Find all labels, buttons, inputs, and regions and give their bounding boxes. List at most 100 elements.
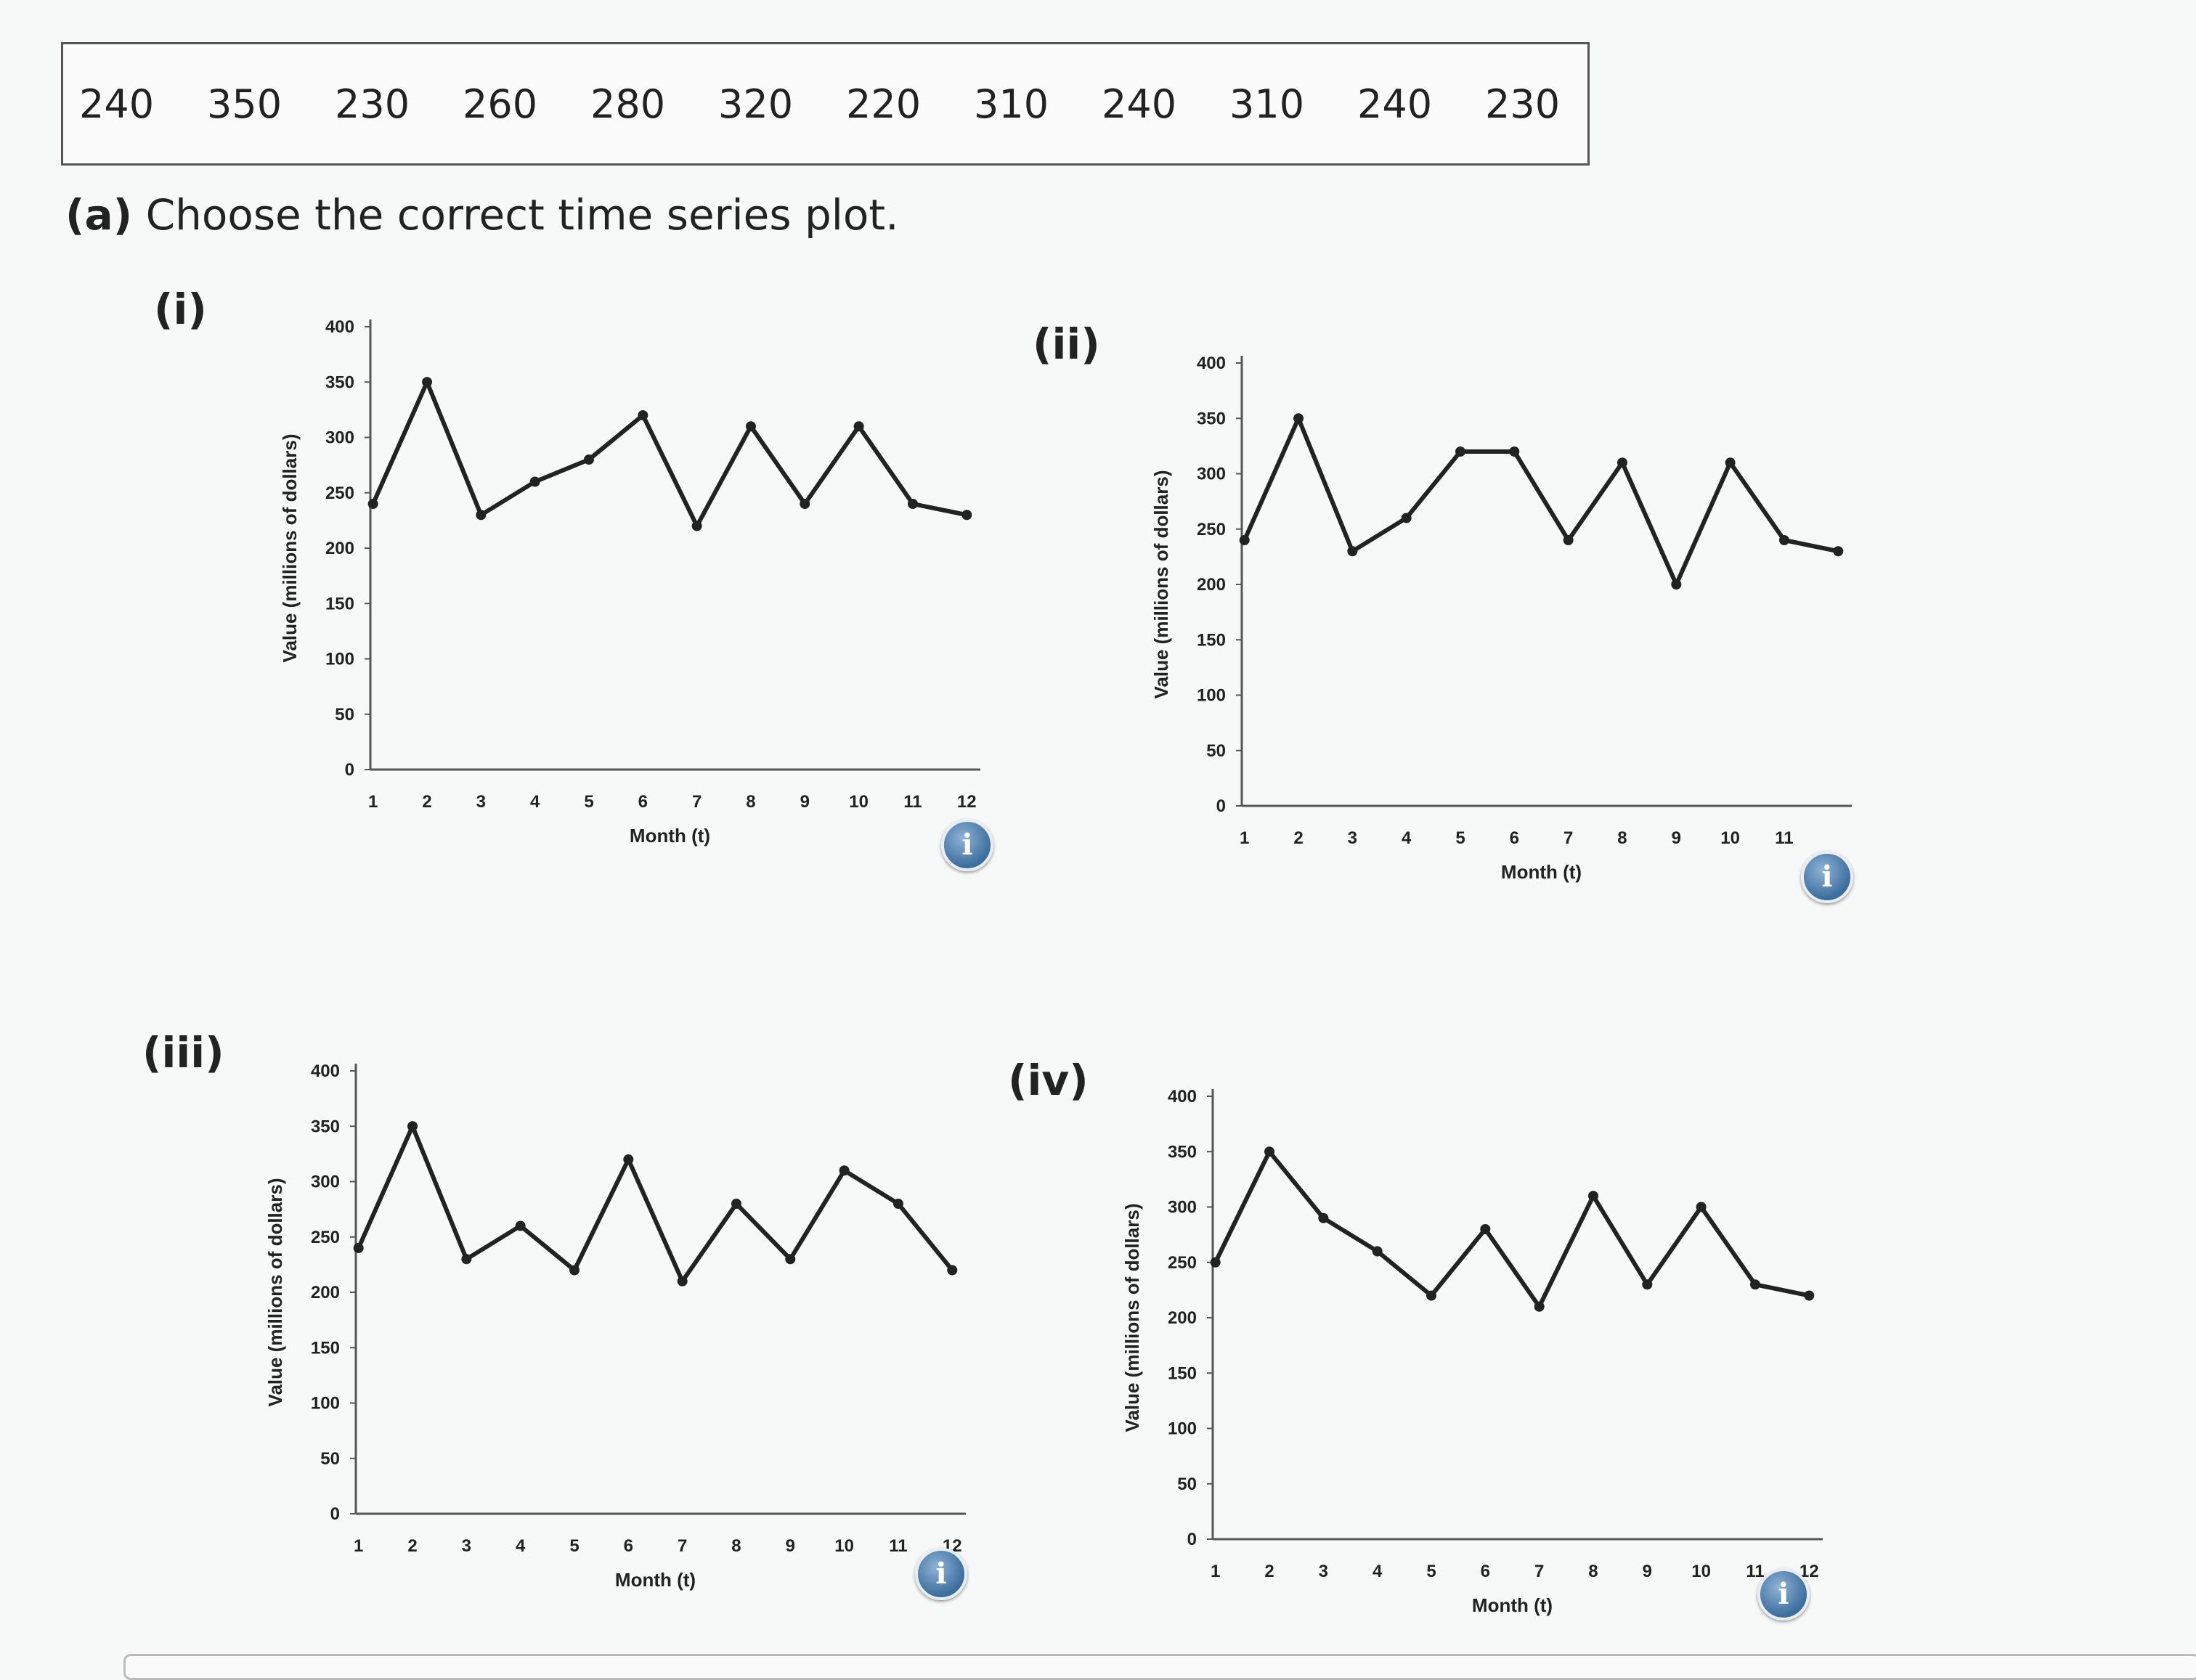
data-value: 350 — [207, 81, 282, 127]
y-tick-label: 50 — [320, 1449, 340, 1469]
chart-option-iii[interactable]: 0 50 100 150 200 250 300 350 400 1 2 3 4 5 6 7 8 9 10 11 12 M… — [247, 1049, 973, 1615]
x-tick-label: 9 — [1643, 1562, 1652, 1581]
x-tick-label: 4 — [530, 792, 540, 812]
series-line — [1213, 1147, 1810, 1311]
data-point — [1293, 413, 1304, 424]
info-icon[interactable]: i — [941, 819, 993, 871]
x-tick-label: 6 — [638, 792, 648, 812]
data-point — [1534, 1301, 1545, 1312]
data-point — [731, 1199, 741, 1209]
y-tick-label: 100 — [1168, 1419, 1197, 1439]
series-line — [356, 1120, 954, 1286]
x-tick-label: 7 — [678, 1536, 687, 1556]
y-tick-label: 0 — [1187, 1530, 1197, 1549]
x-tick-label: 12 — [957, 792, 977, 812]
data-point — [1264, 1146, 1275, 1157]
data-value: 240 — [79, 81, 155, 127]
x-axis-title: Month (t) — [1472, 1594, 1553, 1616]
chart-option-ii[interactable]: 0 50 100 150 200 250 300 350 400 1 2 3 4 5 6 7 8 9 10 11 Mon… — [1133, 341, 1859, 908]
data-point — [529, 476, 540, 487]
y-tick-label: 200 — [325, 539, 354, 558]
question-part: (a) — [65, 190, 133, 240]
x-tick-label: 10 — [849, 792, 869, 812]
x-tick-label: 8 — [1617, 828, 1627, 848]
data-point — [1749, 1279, 1760, 1290]
y-tick-label: 350 — [1168, 1142, 1197, 1162]
y-tick-label: 300 — [1168, 1198, 1197, 1218]
y-tick-label: 400 — [1168, 1087, 1197, 1106]
y-tick-label: 200 — [311, 1283, 340, 1302]
chart-option-iv[interactable]: 0 50 100 150 200 250 300 350 400 1 2 3 4 5 6 7 8 9 10 11 12 M… — [1104, 1075, 1830, 1641]
y-tick-label: 250 — [311, 1228, 340, 1247]
x-tick-label: 8 — [746, 792, 755, 812]
option-label-iii[interactable]: (iii) — [142, 1028, 224, 1077]
data-point — [367, 499, 378, 509]
data-point — [1347, 546, 1358, 557]
data-point — [745, 421, 756, 432]
y-tick-label: 100 — [1197, 686, 1226, 706]
data-point — [1642, 1279, 1653, 1290]
y-tick-label: 50 — [1177, 1475, 1197, 1494]
x-tick-label: 7 — [692, 792, 702, 812]
chart-option-i[interactable]: 0 50 100 150 200 250 300 350 400 1 2 3 4 5 6 7 8 9 10 11 12 M… — [261, 305, 988, 871]
data-point — [947, 1265, 958, 1276]
data-point — [461, 1254, 472, 1265]
y-tick-label: 100 — [325, 650, 354, 669]
y-tick-label: 100 — [311, 1394, 340, 1414]
y-tick-label: 350 — [325, 372, 354, 392]
x-tick-label: 10 — [834, 1536, 854, 1556]
data-value: 260 — [463, 81, 538, 127]
y-tick-label: 250 — [325, 484, 354, 503]
x-tick-label: 1 — [1240, 828, 1249, 848]
option-label-iv[interactable]: (iv) — [1008, 1056, 1089, 1105]
data-value: 320 — [718, 81, 794, 127]
x-tick-label: 9 — [800, 792, 810, 812]
data-point — [800, 499, 810, 509]
x-tick-label: 11 — [1746, 1562, 1764, 1581]
x-tick-label: 11 — [903, 792, 922, 812]
data-point — [407, 1121, 418, 1132]
data-value: 240 — [1102, 81, 1177, 127]
data-point — [1671, 579, 1682, 590]
data-point — [623, 1154, 634, 1165]
y-axis-title: Value (millions of dollars) — [1121, 1204, 1143, 1432]
series-line — [1242, 412, 1839, 590]
info-icon[interactable]: i — [915, 1548, 967, 1600]
y-tick-label: 250 — [1168, 1253, 1197, 1273]
x-tick-label: 7 — [1534, 1562, 1544, 1581]
y-tick-label: 400 — [311, 1061, 340, 1081]
option-label-ii[interactable]: (ii) — [1033, 319, 1100, 369]
option-label-i[interactable]: (i) — [154, 285, 207, 334]
y-tick-label: 50 — [1206, 741, 1226, 761]
x-tick-label: 7 — [1563, 828, 1573, 848]
x-tick-label: 4 — [1402, 828, 1412, 848]
x-tick-label: 6 — [624, 1536, 633, 1556]
question-text: (a) Choose the correct time series plot. — [65, 190, 899, 240]
info-icon[interactable]: i — [1757, 1568, 1810, 1620]
data-point — [1725, 457, 1736, 468]
data-point — [1833, 546, 1844, 557]
x-axis-title: Month (t) — [630, 825, 710, 847]
x-tick-label: 1 — [368, 792, 378, 812]
question-prompt: Choose the correct time series plot. — [145, 190, 899, 240]
y-tick-label: 300 — [1197, 465, 1226, 484]
x-tick-label: 4 — [1372, 1562, 1383, 1581]
y-tick-label: 150 — [1168, 1363, 1197, 1383]
data-point — [839, 1165, 850, 1176]
y-tick-label: 50 — [335, 705, 354, 725]
data-point — [353, 1243, 364, 1253]
data-value: 230 — [335, 81, 410, 127]
data-point — [1210, 1257, 1221, 1268]
x-tick-label: 5 — [1455, 828, 1465, 848]
data-point — [1318, 1212, 1329, 1223]
info-icon[interactable]: i — [1801, 851, 1853, 903]
x-tick-label: 2 — [407, 1536, 417, 1556]
y-tick-label: 350 — [311, 1117, 340, 1136]
x-tick-label: 11 — [1775, 828, 1793, 848]
x-tick-label: 4 — [516, 1536, 526, 1556]
data-value: 310 — [974, 81, 1049, 127]
x-tick-label: 2 — [1264, 1562, 1274, 1581]
x-tick-label: 10 — [1691, 1562, 1711, 1581]
x-tick-label: 2 — [422, 792, 431, 812]
